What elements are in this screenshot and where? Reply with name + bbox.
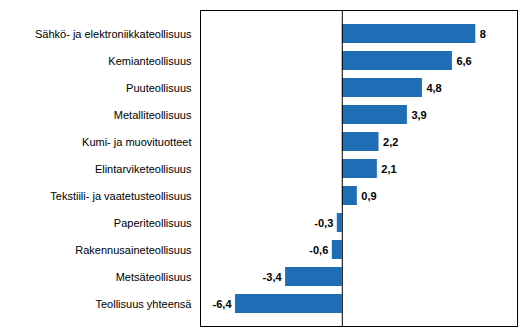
svg-text:Rakennusaineteollisuus: Rakennusaineteollisuus <box>75 244 192 256</box>
svg-text:2,1: 2,1 <box>381 163 396 175</box>
svg-text:Elintarviketeollisuus: Elintarviketeollisuus <box>95 163 192 175</box>
svg-text:6,6: 6,6 <box>456 55 471 67</box>
svg-text:Metsäteollisuus: Metsäteollisuus <box>116 271 192 283</box>
svg-text:Kumi- ja muovituotteet: Kumi- ja muovituotteet <box>82 136 191 148</box>
svg-text:0,9: 0,9 <box>361 190 376 202</box>
svg-text:4,8: 4,8 <box>426 82 441 94</box>
svg-text:-3,4: -3,4 <box>263 271 283 283</box>
svg-text:-0,6: -0,6 <box>309 244 328 256</box>
svg-text:-6,4: -6,4 <box>213 298 233 310</box>
svg-text:8: 8 <box>480 28 486 40</box>
svg-text:Tekstiili- ja vaatetusteollisu: Tekstiili- ja vaatetusteollisuus <box>50 190 192 202</box>
svg-text:Puuteollisuus: Puuteollisuus <box>126 82 192 94</box>
svg-text:Kemianteollisuus: Kemianteollisuus <box>108 55 192 67</box>
svg-text:Metalliteollisuus: Metalliteollisuus <box>114 109 192 121</box>
svg-text:Teollisuus yhteensä: Teollisuus yhteensä <box>95 298 192 310</box>
svg-text:Paperiteollisuus: Paperiteollisuus <box>114 217 192 229</box>
svg-text:3,9: 3,9 <box>411 109 426 121</box>
svg-text:2,2: 2,2 <box>383 136 398 148</box>
svg-text:Sähkö- ja elektroniikkateollis: Sähkö- ja elektroniikkateollisuus <box>35 28 192 40</box>
svg-text:-0,3: -0,3 <box>314 217 333 229</box>
